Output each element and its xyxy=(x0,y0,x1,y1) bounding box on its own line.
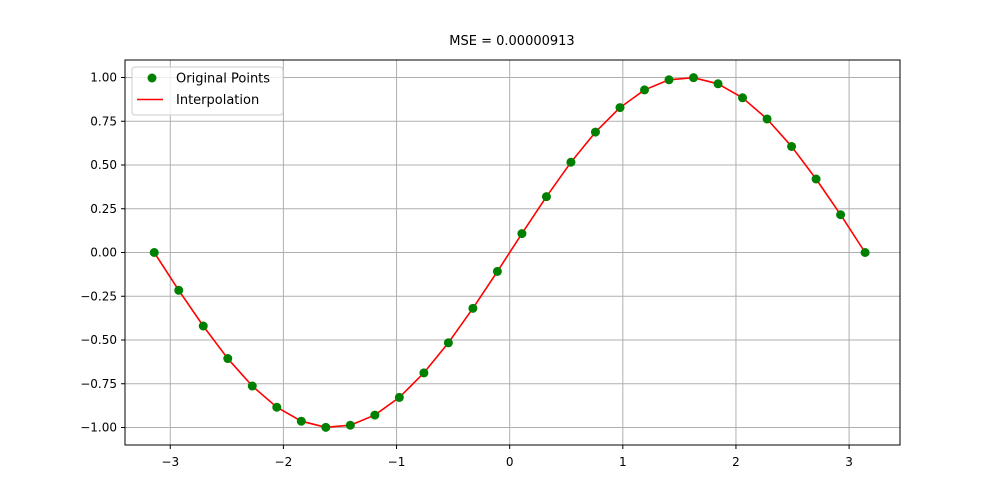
x-tick-label: −2 xyxy=(275,455,293,469)
original-point xyxy=(590,127,600,137)
y-tick-label: 0.25 xyxy=(90,202,117,216)
original-point xyxy=(689,73,699,83)
y-tick-label: 1.00 xyxy=(90,71,117,85)
y-tick-label: −0.50 xyxy=(80,333,117,347)
y-tick-label: 0.00 xyxy=(90,246,117,260)
original-points-layer xyxy=(149,73,870,432)
x-tick-label: −1 xyxy=(388,455,406,469)
x-tick-label: 2 xyxy=(732,455,740,469)
original-point xyxy=(787,141,797,151)
chart-title: MSE = 0.00000913 xyxy=(449,34,574,49)
y-tick-label: 0.75 xyxy=(90,114,117,128)
original-point xyxy=(321,422,331,432)
interpolation-line-layer xyxy=(153,76,866,429)
x-tick-label: −3 xyxy=(161,455,179,469)
original-point xyxy=(713,79,723,89)
x-tick-label: 3 xyxy=(845,455,853,469)
original-point xyxy=(149,248,159,257)
original-point xyxy=(394,392,404,402)
y-tick-label: −0.25 xyxy=(80,289,117,303)
legend-marker-original-points xyxy=(147,73,157,83)
original-point xyxy=(566,157,576,167)
original-point xyxy=(247,381,257,391)
original-point xyxy=(492,266,502,276)
original-point xyxy=(836,210,846,220)
original-point xyxy=(615,103,625,113)
original-point xyxy=(345,420,355,430)
original-point xyxy=(223,354,233,364)
legend-box xyxy=(131,66,284,116)
original-point xyxy=(468,303,478,313)
original-point xyxy=(664,75,674,85)
original-point xyxy=(198,321,208,331)
x-tick-label: 1 xyxy=(619,455,627,469)
original-point xyxy=(272,402,282,412)
original-point xyxy=(419,368,429,378)
axis-ticks: −3 −2 −1 0 1 2 3 −1.00 −0.75 −0.50 −0.25 0.00 0.25 0.… xyxy=(80,71,853,470)
original-point xyxy=(296,416,306,426)
legend-label-interpolation: Interpolation xyxy=(176,93,259,108)
original-point xyxy=(639,85,649,95)
legend: Original Points Interpolation xyxy=(131,66,284,116)
original-point xyxy=(762,114,772,124)
x-tick-label: 0 xyxy=(506,455,514,469)
legend-label-original-points: Original Points xyxy=(176,72,270,87)
y-tick-label: −0.75 xyxy=(80,377,117,391)
original-point xyxy=(738,93,748,103)
y-tick-label: −1.00 xyxy=(80,421,117,435)
original-point xyxy=(174,285,184,295)
interpolation-line xyxy=(153,76,866,429)
original-point xyxy=(370,410,380,420)
original-point xyxy=(541,192,551,202)
original-point xyxy=(811,174,821,184)
original-point xyxy=(517,229,527,239)
original-point xyxy=(443,338,453,348)
y-tick-label: 0.50 xyxy=(90,158,117,172)
original-point xyxy=(860,248,870,257)
